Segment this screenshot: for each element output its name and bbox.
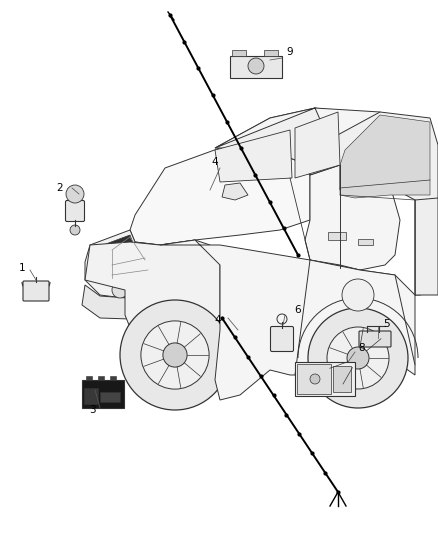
- FancyBboxPatch shape: [359, 331, 391, 347]
- Circle shape: [140, 284, 156, 300]
- Circle shape: [310, 374, 320, 384]
- Bar: [333, 366, 351, 392]
- Polygon shape: [222, 183, 248, 200]
- Circle shape: [308, 308, 408, 408]
- Bar: [328, 232, 346, 240]
- Polygon shape: [310, 112, 438, 295]
- Text: 8: 8: [359, 343, 365, 353]
- Polygon shape: [90, 235, 160, 282]
- Polygon shape: [215, 108, 390, 170]
- Text: 4: 4: [212, 157, 218, 167]
- Bar: [232, 50, 246, 56]
- Bar: [82, 380, 124, 408]
- Circle shape: [141, 321, 209, 389]
- Polygon shape: [340, 115, 430, 198]
- Polygon shape: [215, 130, 292, 182]
- Circle shape: [70, 225, 80, 235]
- Circle shape: [163, 343, 187, 367]
- FancyBboxPatch shape: [23, 281, 49, 301]
- Bar: [100, 392, 120, 402]
- Bar: [86, 376, 92, 380]
- Polygon shape: [85, 240, 220, 360]
- Bar: [98, 376, 104, 380]
- Polygon shape: [305, 165, 400, 270]
- Text: 1: 1: [19, 263, 25, 273]
- Bar: [84, 388, 98, 404]
- Bar: [110, 376, 116, 380]
- Polygon shape: [130, 148, 310, 245]
- Polygon shape: [85, 230, 165, 300]
- Circle shape: [327, 327, 389, 389]
- Text: 3: 3: [88, 405, 95, 415]
- Polygon shape: [160, 240, 415, 400]
- Text: 4: 4: [215, 315, 221, 325]
- Circle shape: [347, 347, 369, 369]
- Circle shape: [120, 300, 230, 410]
- FancyBboxPatch shape: [66, 200, 85, 222]
- Text: 9: 9: [287, 47, 293, 57]
- Bar: [230, 56, 282, 78]
- Polygon shape: [295, 260, 415, 375]
- Bar: [297, 364, 331, 394]
- Circle shape: [66, 185, 84, 203]
- Bar: [358, 239, 373, 245]
- Bar: [295, 362, 355, 396]
- Polygon shape: [295, 112, 340, 178]
- Circle shape: [342, 279, 374, 311]
- Bar: [264, 50, 278, 56]
- Polygon shape: [82, 285, 165, 320]
- Text: 5: 5: [383, 319, 389, 329]
- Polygon shape: [215, 108, 340, 175]
- Polygon shape: [415, 198, 438, 295]
- Text: 6: 6: [295, 305, 301, 315]
- FancyBboxPatch shape: [271, 327, 293, 351]
- Circle shape: [112, 282, 128, 298]
- Circle shape: [248, 58, 264, 74]
- Text: 2: 2: [57, 183, 64, 193]
